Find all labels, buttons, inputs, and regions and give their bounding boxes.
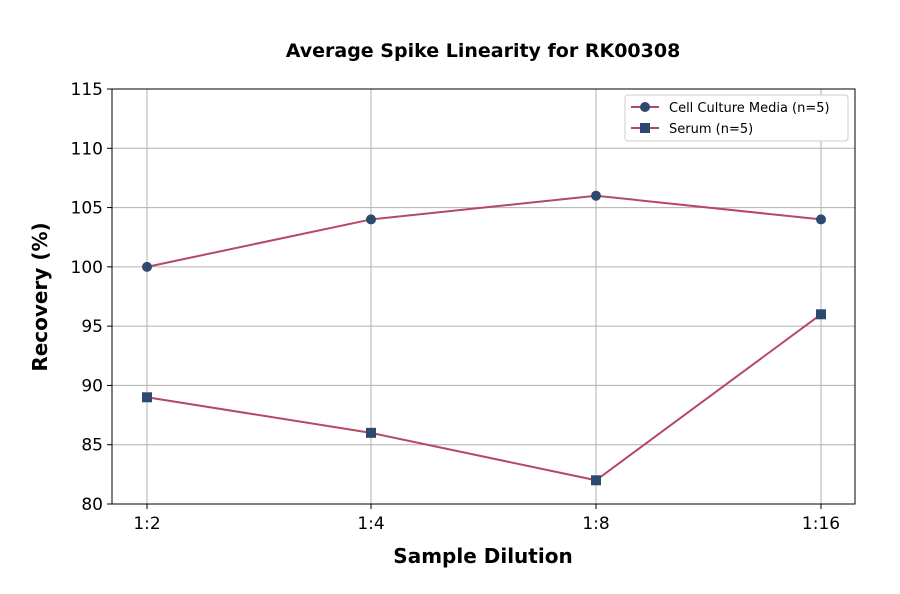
x-tick-label: 1:8 — [582, 514, 609, 534]
data-point — [816, 309, 826, 320]
y-tick-label: 100 — [71, 258, 103, 278]
x-tick-label: 1:4 — [357, 514, 384, 534]
data-point — [591, 190, 601, 201]
chart-title: Average Spike Linearity for RK00308 — [286, 40, 681, 62]
data-point — [366, 214, 376, 225]
data-point — [142, 392, 152, 403]
legend-label: Serum (n=5) — [669, 122, 753, 137]
legend-box — [624, 94, 849, 142]
legend-marker-square — [640, 123, 650, 133]
data-point — [816, 214, 826, 225]
legend: Cell Culture Media (n=5) Serum (n=5) — [624, 94, 849, 142]
y-axis-label: Recovery (%) — [28, 222, 52, 371]
series-line-1 — [146, 313, 822, 482]
x-tick-label: 1:2 — [133, 514, 160, 534]
y-tick-label: 110 — [71, 139, 103, 159]
data-point — [591, 475, 601, 486]
y-tick-label: 80 — [81, 495, 103, 515]
plot-area — [111, 88, 856, 505]
y-tick-label: 85 — [81, 436, 103, 456]
y-tick-label: 90 — [81, 376, 103, 396]
data-point — [366, 427, 376, 438]
legend-label: Cell Culture Media (n=5) — [669, 101, 830, 116]
data-point — [142, 261, 152, 272]
y-tick-label: 115 — [71, 80, 103, 100]
y-tick-label: 95 — [81, 317, 103, 337]
y-tick-label: 105 — [71, 199, 103, 219]
x-axis-label: Sample Dilution — [393, 544, 572, 568]
x-tick-label: 1:16 — [802, 514, 840, 534]
legend-marker-circle — [640, 102, 650, 112]
series-line-0 — [146, 194, 822, 268]
